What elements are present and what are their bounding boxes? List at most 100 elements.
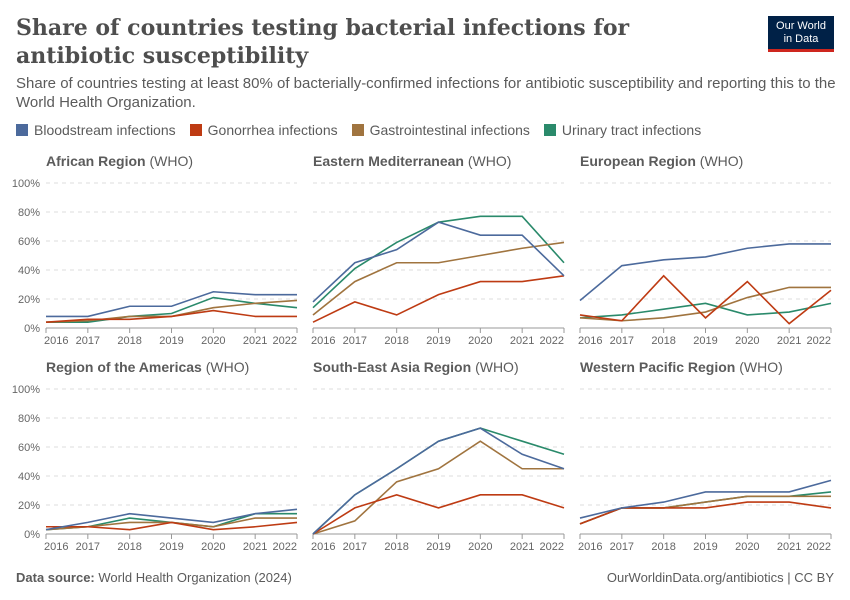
chart-title: Share of countries testing bacterial inf… xyxy=(16,15,630,69)
x-tick-label: 2016 xyxy=(44,541,68,553)
series-line-bloodstream-infections[interactable] xyxy=(312,221,565,303)
panel: African Region (WHO) 0% 20% 40% 60% 80% 100% 20… xyxy=(12,153,298,347)
y-tick-label: 60% xyxy=(18,442,40,454)
panel-title: European Region (WHO) xyxy=(580,153,743,169)
x-tick-label: 2017 xyxy=(76,541,100,553)
x-tick-label: 2020 xyxy=(468,335,492,347)
x-tick-label: 2021 xyxy=(777,541,801,553)
panel: Eastern Mediterranean (WHO) 2016 2017 2018 2… xyxy=(311,153,565,347)
x-tick-label: 2019 xyxy=(426,541,450,553)
x-tick-label: 2017 xyxy=(343,335,367,347)
source-label: Data source: xyxy=(16,570,95,585)
x-tick-label: 2019 xyxy=(159,541,183,553)
y-tick-label: 80% xyxy=(18,207,40,219)
logo-line2: in Data xyxy=(783,33,819,45)
x-tick-label: 2016 xyxy=(311,541,335,553)
x-tick-label: 2019 xyxy=(426,335,450,347)
x-tick-label: 2021 xyxy=(243,541,267,553)
x-tick-label: 2017 xyxy=(610,541,634,553)
owid-logo[interactable]: Our World in Data xyxy=(768,16,834,52)
x-tick-label: 2018 xyxy=(651,541,675,553)
legend-item[interactable]: Urinary tract infections xyxy=(543,122,702,138)
x-tick-label: 2020 xyxy=(735,335,759,347)
series-line-gastrointestinal-infections[interactable] xyxy=(312,241,565,316)
panel-title: Western Pacific Region (WHO) xyxy=(580,359,783,375)
x-tick-label: 2020 xyxy=(468,541,492,553)
data-source: Data source: World Health Organization (… xyxy=(16,570,292,585)
legend-label: Urinary tract infections xyxy=(561,122,702,138)
x-tick-label: 2018 xyxy=(117,541,141,553)
series-line-bloodstream-infections[interactable] xyxy=(579,479,832,519)
legend-item[interactable]: Gastrointestinal infections xyxy=(351,122,530,138)
series-line-bloodstream-infections[interactable] xyxy=(312,427,565,535)
x-tick-label: 2021 xyxy=(243,335,267,347)
legend-swatch xyxy=(16,124,28,136)
y-tick-label: 100% xyxy=(12,178,40,190)
x-tick-label: 2021 xyxy=(510,541,534,553)
source-text: World Health Organization (2024) xyxy=(98,570,292,585)
x-tick-label: 2021 xyxy=(777,335,801,347)
x-tick-label: 2018 xyxy=(384,335,408,347)
y-tick-label: 80% xyxy=(18,413,40,425)
series-line-gonorrhea-infections[interactable] xyxy=(45,309,297,323)
x-tick-label: 2020 xyxy=(201,541,225,553)
series-line-gonorrhea-infections[interactable] xyxy=(312,275,565,323)
x-tick-label: 2021 xyxy=(510,335,534,347)
panel: Western Pacific Region (WHO) 2016 2017 2018… xyxy=(578,359,832,553)
x-tick-label: 2019 xyxy=(159,335,183,347)
panel-title: African Region (WHO) xyxy=(46,153,193,169)
y-tick-label: 40% xyxy=(18,265,40,277)
x-tick-label: 2020 xyxy=(201,335,225,347)
y-tick-label: 60% xyxy=(18,236,40,248)
x-tick-label: 2022 xyxy=(273,335,297,347)
panel-title: Region of the Americas (WHO) xyxy=(46,359,249,375)
legend-swatch xyxy=(351,124,364,136)
series-line-gonorrhea-infections[interactable] xyxy=(312,494,565,535)
series-line-bloodstream-infections[interactable] xyxy=(45,508,298,531)
series-line-gonorrhea-infections[interactable] xyxy=(579,501,832,525)
footer-link[interactable]: OurWorldinData.org/antibiotics | CC BY xyxy=(606,570,834,585)
legend: Bloodstream infections Gonorrhea infecti… xyxy=(16,122,701,138)
series-line-gonorrhea-infections[interactable] xyxy=(579,274,832,325)
series-line-urinary-tract-infections[interactable] xyxy=(312,427,565,535)
x-tick-label: 2022 xyxy=(540,335,564,347)
y-tick-label: 100% xyxy=(12,384,40,396)
x-tick-label: 2019 xyxy=(693,541,717,553)
y-tick-label: 20% xyxy=(18,294,40,306)
x-tick-label: 2022 xyxy=(807,541,831,553)
legend-swatch xyxy=(189,124,202,136)
series-line-urinary-tract-infections[interactable] xyxy=(46,296,298,324)
series-line-gastrointestinal-infections[interactable] xyxy=(312,440,564,535)
x-tick-label: 2022 xyxy=(273,541,297,553)
legend-label: Gonorrhea infections xyxy=(207,122,338,138)
series-line-urinary-tract-infections[interactable] xyxy=(579,302,832,319)
panel-title: Eastern Mediterranean (WHO) xyxy=(313,153,511,169)
legend-label: Gastrointestinal infections xyxy=(369,122,530,138)
x-tick-label: 2018 xyxy=(651,335,675,347)
x-tick-label: 2017 xyxy=(610,335,634,347)
series-line-bloodstream-infections[interactable] xyxy=(579,243,831,302)
x-tick-label: 2019 xyxy=(693,335,717,347)
panel-title: South-East Asia Region (WHO) xyxy=(313,359,519,375)
chart-subtitle: Share of countries testing at least 80% … xyxy=(16,75,836,111)
x-tick-label: 2018 xyxy=(384,541,408,553)
series-line-gonorrhea-infections[interactable] xyxy=(46,521,298,531)
x-tick-label: 2016 xyxy=(44,335,68,347)
x-tick-label: 2017 xyxy=(76,335,100,347)
legend-item[interactable]: Gonorrhea infections xyxy=(189,122,338,138)
legend-item[interactable]: Bloodstream infections xyxy=(16,122,176,138)
y-tick-label: 0% xyxy=(24,529,40,541)
legend-label: Bloodstream infections xyxy=(34,122,176,138)
panel: Region of the Americas (WHO) 0% 20% 40% 60% 8… xyxy=(12,359,298,553)
x-tick-label: 2022 xyxy=(807,335,831,347)
series-line-bloodstream-infections[interactable] xyxy=(46,290,297,318)
x-tick-label: 2020 xyxy=(735,541,759,553)
x-tick-label: 2017 xyxy=(343,541,367,553)
legend-swatch xyxy=(543,124,556,136)
y-tick-label: 0% xyxy=(24,323,40,335)
y-tick-label: 40% xyxy=(18,471,40,483)
panel: South-East Asia Region (WHO) 2016 2017 2018… xyxy=(311,359,565,553)
x-tick-label: 2022 xyxy=(540,541,564,553)
y-tick-label: 20% xyxy=(18,500,40,512)
